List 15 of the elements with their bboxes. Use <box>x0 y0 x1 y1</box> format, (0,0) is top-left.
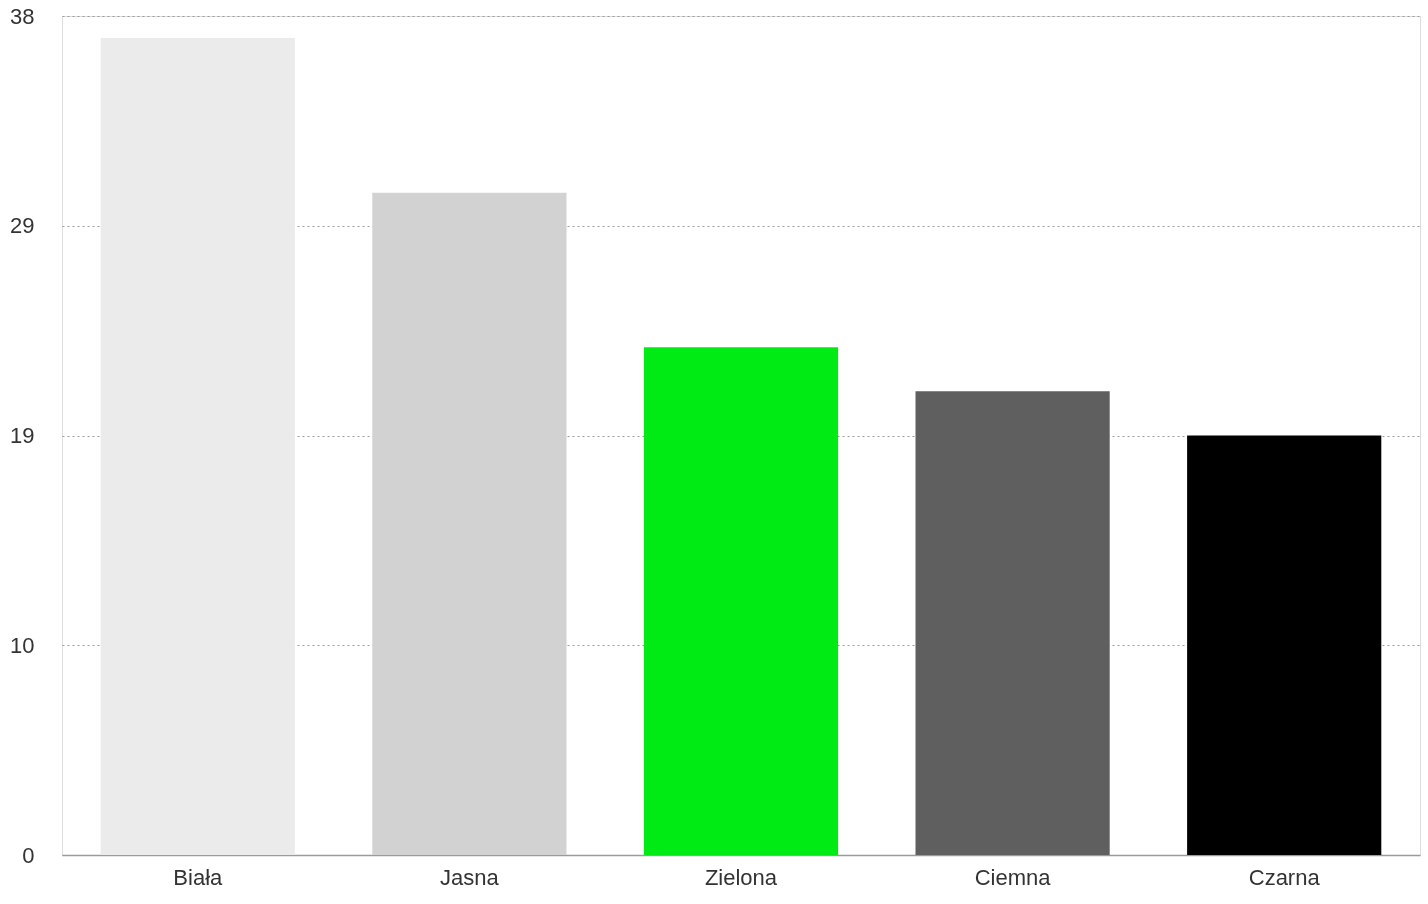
y-tick-label: 10 <box>10 632 35 658</box>
y-tick-label: 38 <box>10 3 35 29</box>
x-tick-label: Biała <box>173 864 224 890</box>
x-tick-label: Jasna <box>440 864 500 890</box>
bar <box>100 38 295 855</box>
bar <box>372 192 567 855</box>
y-tick-label: 19 <box>10 423 35 448</box>
x-tick-label: Ciemna <box>974 864 1052 890</box>
x-tick-label: Zielona <box>704 864 778 890</box>
bar <box>915 391 1110 855</box>
x-tick-label: Czarna <box>1248 864 1321 890</box>
y-tick-label: 0 <box>22 842 35 868</box>
bar <box>643 347 839 855</box>
bar <box>1187 435 1382 855</box>
y-tick-label: 29 <box>10 213 35 239</box>
